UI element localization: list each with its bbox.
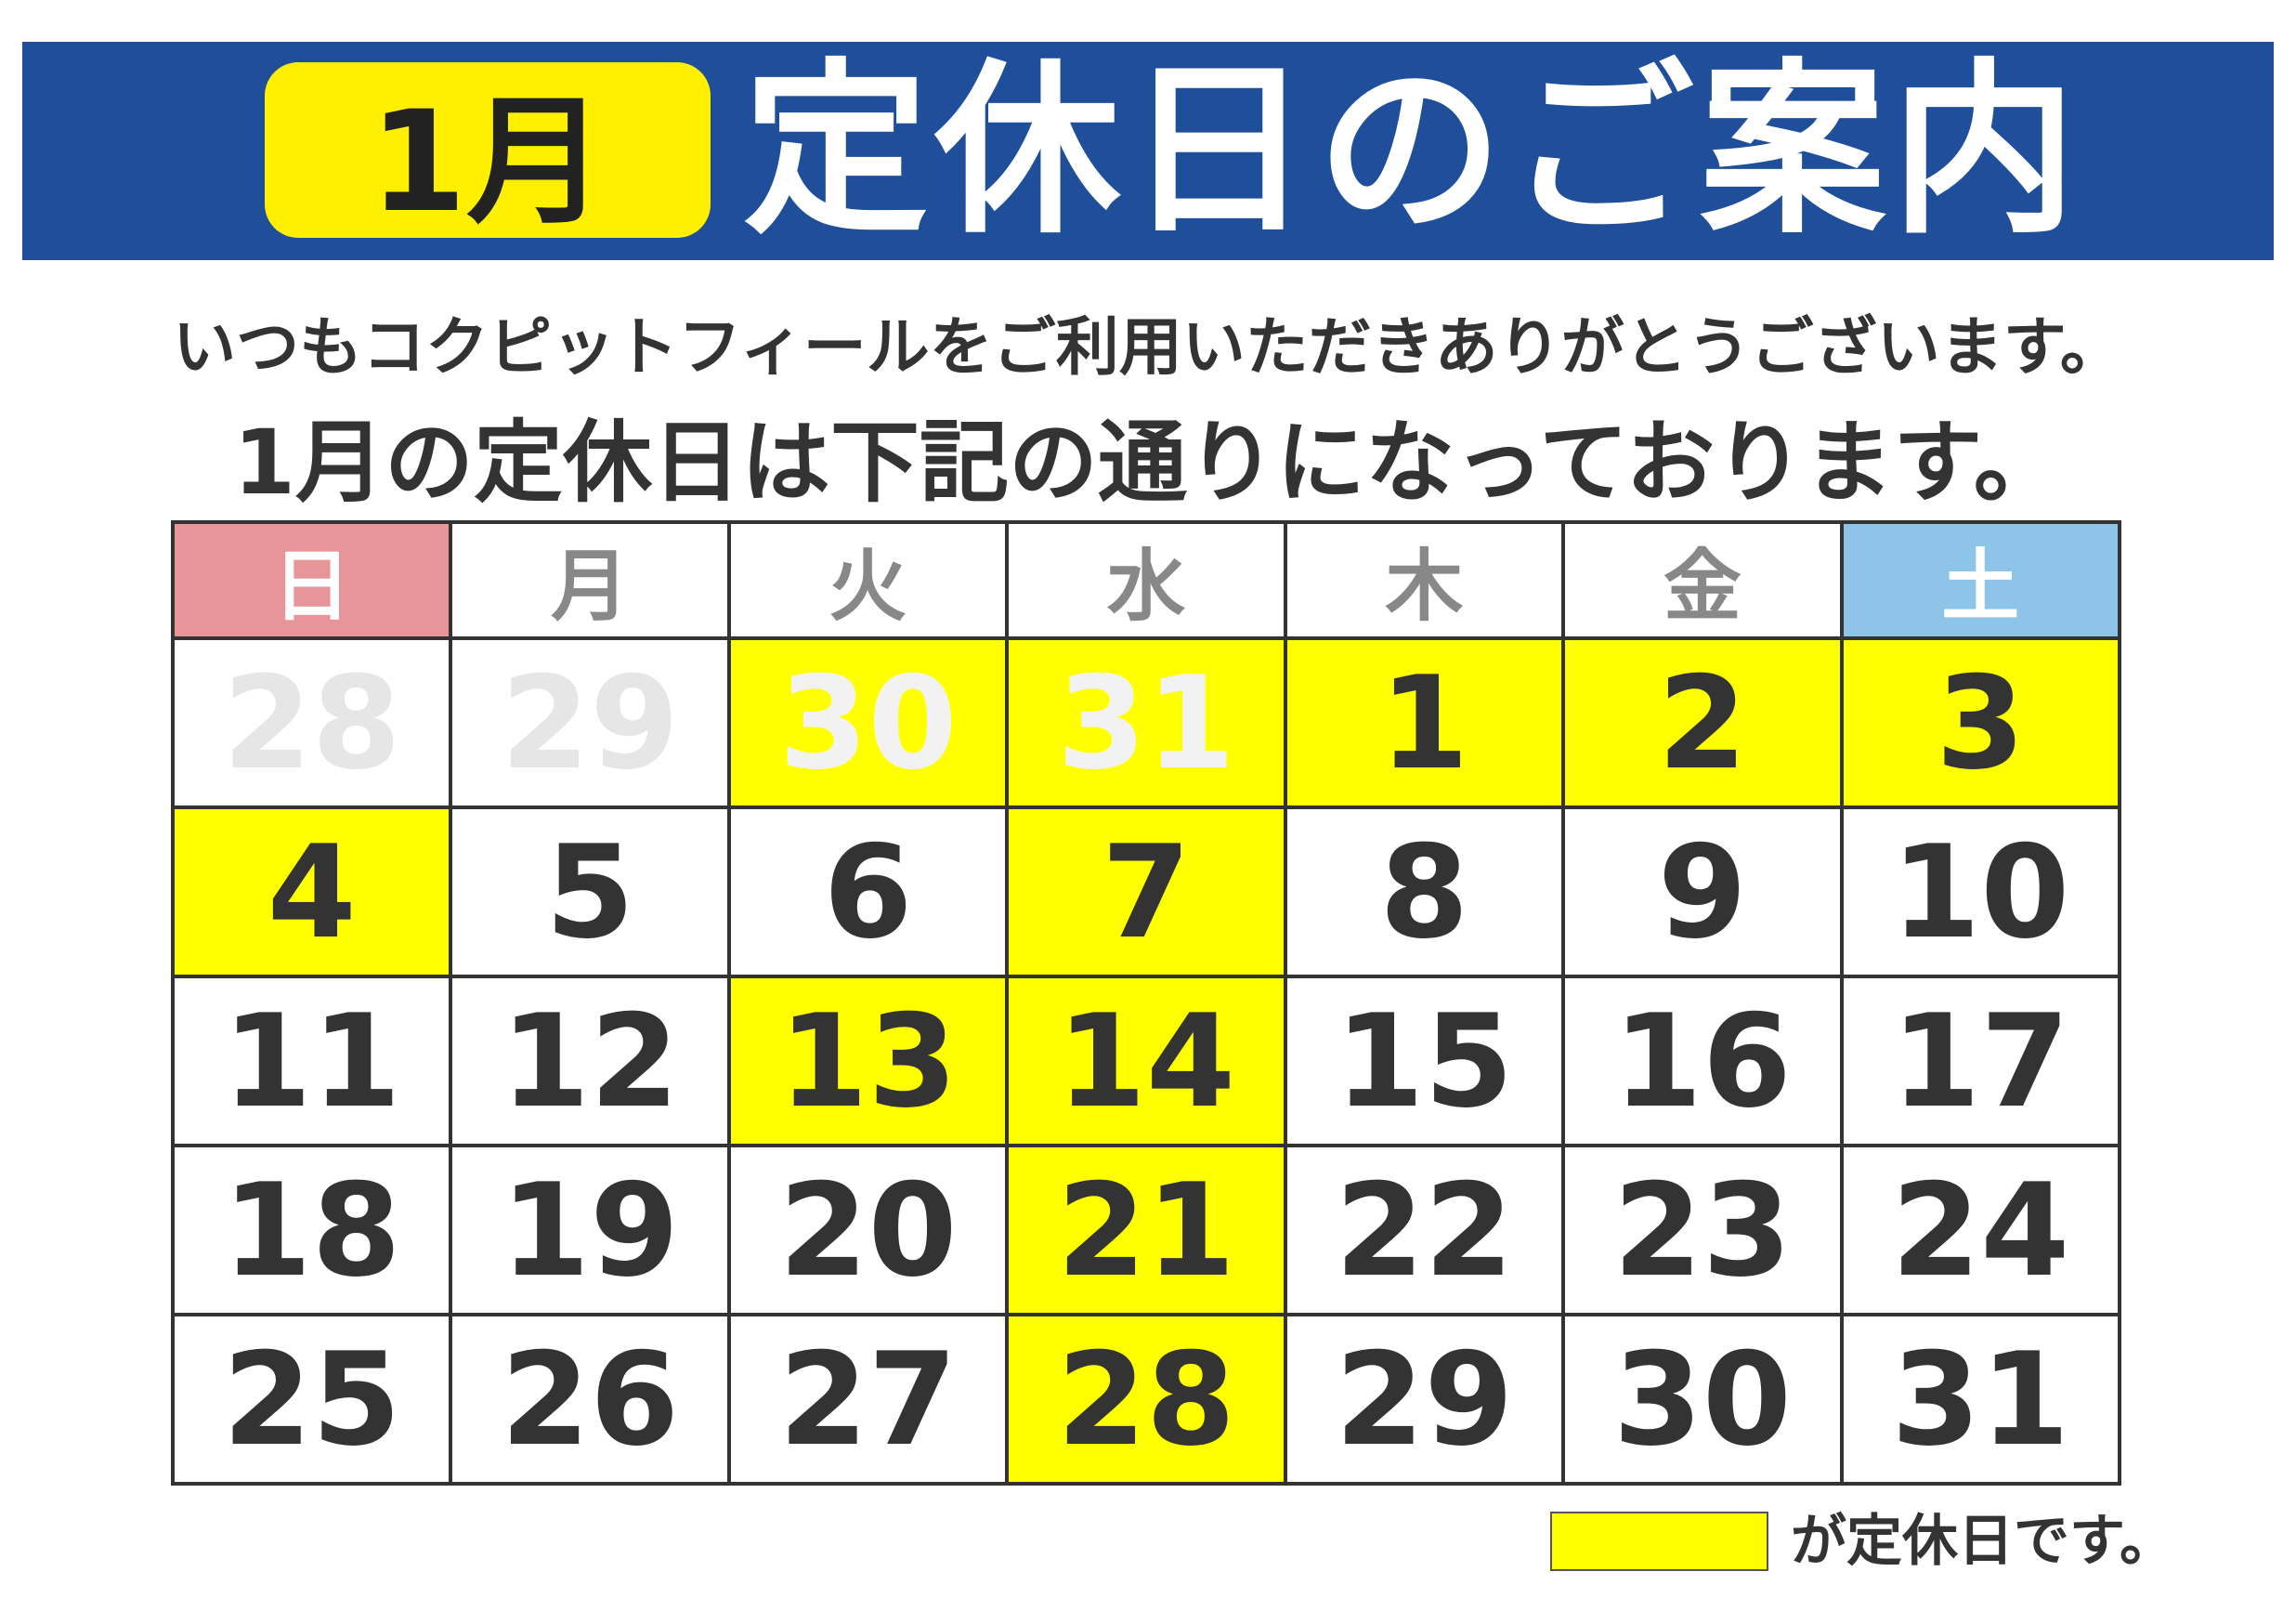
day: 20 [726, 1144, 1010, 1316]
closed-day: 3 [1839, 636, 2121, 809]
calendar: 日月火水木金土 28 29 30 31 1 2 3 4 5 6 7 8 9 10 11 12 13 14 15 16 17… [171, 520, 2121, 1486]
weekday-header: 水 [1005, 520, 1287, 640]
weekday-header: 金 [1561, 520, 1844, 640]
closed-day: 14 [1005, 975, 1287, 1147]
day: 31 [1839, 1313, 2121, 1486]
closed-day: 30 [726, 636, 1010, 809]
weekday-header: 土 [1839, 520, 2121, 640]
closed-day: 31 [1005, 636, 1287, 809]
month-badge: 1月 [265, 62, 711, 243]
day: 27 [726, 1313, 1010, 1486]
closed-day: 4 [171, 805, 453, 978]
day: 17 [1839, 975, 2121, 1147]
closed-day: 28 [1005, 1313, 1287, 1486]
day: 19 [449, 1144, 731, 1316]
day: 25 [171, 1313, 453, 1486]
day: 15 [1283, 975, 1566, 1147]
day: 28 [171, 636, 453, 809]
day: 18 [171, 1144, 453, 1316]
day: 9 [1561, 805, 1844, 978]
day: 6 [726, 805, 1010, 978]
day: 11 [171, 975, 453, 1147]
closed-day: 7 [1005, 805, 1287, 978]
notice: 1月の定休日は下記の通りになっております。 [233, 411, 2063, 515]
weekday-header: 火 [726, 520, 1010, 640]
weekday-header: 日 [171, 520, 453, 640]
day: 23 [1561, 1144, 1844, 1316]
closed-day: 2 [1561, 636, 1844, 809]
closed-day: 21 [1005, 1144, 1287, 1316]
title: 定休日のご案内 [743, 43, 2083, 259]
greeting: いつもコクピットフィールをご利用いただきありがとうございます。 [173, 311, 2123, 385]
day: 30 [1561, 1313, 1844, 1486]
day: 24 [1839, 1144, 2121, 1316]
closed-day: 1 [1283, 636, 1566, 809]
weekday-header: 木 [1283, 520, 1566, 640]
closed-day: 13 [726, 975, 1010, 1147]
day: 22 [1283, 1144, 1566, 1316]
weekday-header: 月 [449, 520, 731, 640]
legend-swatch [1550, 1512, 1768, 1571]
day: 10 [1839, 805, 2121, 978]
day: 26 [449, 1313, 731, 1486]
day: 8 [1283, 805, 1566, 978]
day: 5 [449, 805, 731, 978]
day: 29 [1283, 1313, 1566, 1486]
day: 16 [1561, 975, 1844, 1147]
legend-text: が定休日です。 [1791, 1509, 2175, 1574]
day: 12 [449, 975, 731, 1147]
day: 29 [449, 636, 731, 809]
